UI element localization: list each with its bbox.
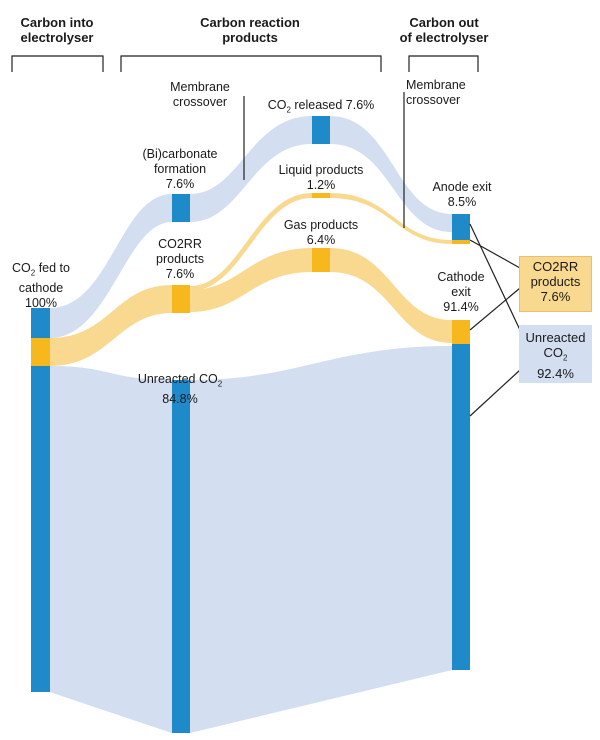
node-cathode-orange [452, 320, 470, 344]
output-co2rr-line1: CO2RR [532, 259, 579, 274]
label-cathode-line1: Cathode [437, 270, 485, 284]
label-bicarbonate: (Bi)carbonate formation 7.6% [130, 147, 230, 192]
node-liquid [312, 193, 330, 198]
header-reaction-line2: products [222, 30, 278, 45]
output-label-unreacted: Unreacted CO2 92.4% [519, 330, 592, 381]
label-fed-line3: 100% [25, 295, 57, 310]
label-cathode: Cathode exit 91.4% [424, 270, 498, 315]
flow-unreacted-mid-to-cathode [190, 346, 452, 733]
label-co2rr-line2: products [156, 252, 204, 266]
label-gas: Gas products 6.4% [266, 218, 376, 248]
label-membrane-right-line2: crossover [406, 93, 461, 107]
header-into-line1: Carbon into [20, 15, 94, 30]
leader-cathode-to-unreacted [469, 369, 521, 417]
node-anode-blue [452, 214, 470, 240]
label-fed-line2: cathode [18, 280, 64, 295]
label-gas-line1: Gas products [283, 218, 359, 232]
header-carbon-into: Carbon into electrolyser [8, 15, 106, 45]
leader-anode-to-unreacted [469, 223, 521, 331]
label-released-sub: 2 [286, 105, 291, 115]
header-out-line1: Carbon out [409, 15, 479, 30]
flow-co2rr-to-gas [190, 248, 312, 312]
flow-gas-to-cathode [330, 248, 452, 343]
leader-anode-to-co2rr [469, 239, 521, 269]
flow-fed-to-co2rr [50, 285, 172, 366]
label-membrane-right: Membrane crossover [406, 78, 476, 108]
label-fed-co: CO [12, 261, 31, 275]
bracket-reaction [120, 55, 382, 72]
flow-fed-to-bicarbonate [50, 194, 172, 338]
flow-unreacted-main [50, 366, 172, 733]
node-fed-orange [31, 338, 50, 366]
node-fed-blue-top [31, 308, 50, 338]
label-unreacted-mid-text: Unreacted CO [137, 372, 218, 386]
flow-released-to-anode [330, 116, 452, 232]
node-cathode-blue [452, 344, 470, 670]
label-cathode-line3: 91.4% [443, 300, 479, 314]
label-unreacted-mid: Unreacted CO2 84.8% [120, 372, 240, 407]
label-fed: CO2 fed to cathode 100% [2, 261, 80, 311]
node-co2rr [172, 285, 190, 313]
label-membrane-left: Membrane crossover [160, 80, 240, 110]
label-released-rest: released 7.6% [290, 98, 375, 112]
label-released-co: CO [267, 98, 287, 112]
output-co2rr-line3: 7.6% [540, 289, 571, 304]
node-unreacted-mid [172, 380, 190, 733]
output-unreacted-line3: 92.4% [537, 365, 574, 381]
label-unreacted-mid-line2: 84.8% [162, 391, 198, 406]
output-co2rr-line2: products [530, 274, 581, 289]
label-fed-sub: 2 [30, 268, 36, 278]
output-unreacted-line2: CO2 [519, 345, 592, 366]
header-reaction-line1: Carbon reaction [200, 15, 300, 30]
label-co2rr: CO2RR products 7.6% [140, 237, 220, 282]
label-anode-line2: 8.5% [447, 195, 477, 209]
label-membrane-left-line1: Membrane [170, 80, 230, 94]
output-box-unreacted [519, 325, 592, 383]
header-out-line2: of electrolyser [399, 30, 489, 45]
flow-liquid-to-anode [330, 193, 452, 244]
node-gas [312, 248, 330, 272]
label-bicarbonate-line2: formation [153, 162, 207, 176]
output-label-co2rr: CO2RR products 7.6% [519, 259, 592, 304]
label-bicarbonate-line3: 7.6% [165, 177, 195, 191]
node-released [312, 116, 330, 144]
bracket-into [11, 55, 104, 72]
output-unreacted-line1: Unreacted [525, 330, 586, 345]
label-gas-line2: 6.4% [306, 233, 336, 247]
label-liquid-line1: Liquid products [278, 163, 364, 177]
header-carbon-out: Carbon out of electrolyser [392, 15, 496, 45]
leader-cathode-to-co2rr [469, 287, 521, 331]
header-carbon-reaction: Carbon reaction products [180, 15, 320, 45]
node-bicarbonate [172, 194, 190, 222]
label-liquid: Liquid products 1.2% [266, 163, 376, 193]
label-co2rr-line1: CO2RR [158, 237, 202, 251]
header-into-line2: electrolyser [20, 30, 94, 45]
label-cathode-line2: exit [451, 285, 471, 299]
label-anode-line1: Anode exit [432, 180, 492, 194]
flow-co2rr-to-liquid [190, 193, 312, 291]
node-anode-orange [452, 240, 470, 244]
label-unreacted-mid-sub: 2 [217, 379, 223, 389]
label-released: CO2 released 7.6% [256, 98, 386, 118]
label-anode: Anode exit 8.5% [420, 180, 504, 210]
label-membrane-left-line2: crossover [172, 95, 228, 109]
output-unreacted-co: CO [543, 345, 564, 360]
label-membrane-right-line1: Membrane [406, 78, 466, 92]
label-co2rr-line3: 7.6% [165, 267, 195, 281]
label-bicarbonate-line1: (Bi)carbonate [142, 147, 218, 161]
label-unreacted-mid-line1: Unreacted CO2 [120, 372, 240, 392]
output-box-co2rr [519, 256, 592, 312]
node-fed-blue-bottom [31, 366, 50, 692]
label-fed-rest: fed to [35, 261, 70, 275]
label-liquid-line2: 1.2% [306, 178, 336, 192]
flow-bicarbonate-to-released [190, 116, 312, 222]
output-unreacted-sub: 2 [563, 353, 568, 363]
bracket-out [408, 55, 479, 72]
label-fed-line1: CO2 fed to [2, 261, 80, 281]
